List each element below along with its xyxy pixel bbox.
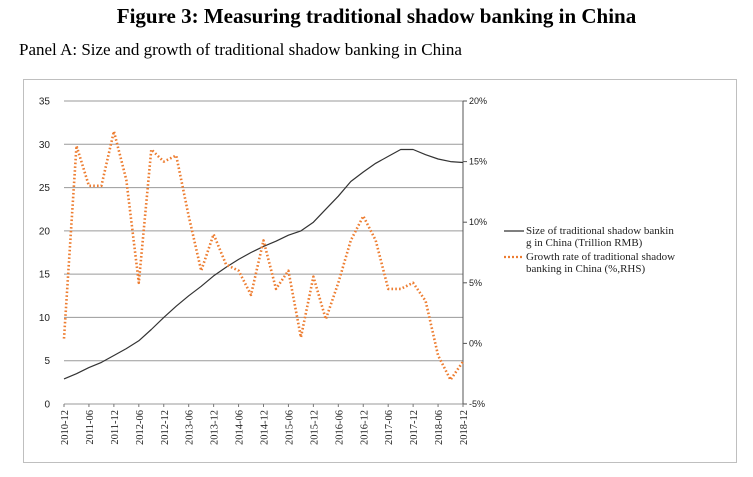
y-left-tick-label: 20: [39, 226, 51, 237]
legend-label-size: Size of traditional shadow bankin: [526, 225, 674, 237]
x-tick-label: 2018-12: [459, 410, 470, 445]
y-left-tick-label: 10: [39, 313, 51, 324]
y-right-tick-label: 15%: [469, 157, 487, 167]
x-tick-label: 2016-12: [359, 410, 370, 445]
legend-label-growth: banking in China (%,RHS): [526, 263, 645, 275]
x-tick-label: 2012-06: [135, 410, 146, 445]
series-lines: [62, 129, 465, 382]
y-left-tick-label: 30: [39, 140, 51, 151]
y-left-tick-label: 5: [44, 356, 50, 367]
y-left-tick-label: 35: [39, 97, 51, 108]
y-left-tick-label: 0: [44, 400, 50, 411]
x-tick-label: 2014-12: [260, 410, 271, 445]
x-tick-label: 2011-06: [85, 410, 96, 445]
x-tick-label: 2013-12: [210, 410, 221, 445]
x-tick-label: 2014-06: [235, 410, 246, 445]
y-right-tick-label: 20%: [469, 96, 487, 106]
panel-title: Panel A: Size and growth of traditional …: [19, 40, 462, 59]
figure-title: Figure 3: Measuring traditional shadow b…: [116, 4, 637, 28]
legend: Size of traditional shadow banking in Ch…: [504, 225, 675, 275]
y-left-tick-label: 15: [39, 270, 51, 281]
y-right-tick-label: 0%: [469, 338, 482, 348]
x-tick-label: 2015-06: [284, 410, 295, 445]
legend-label-size: g in China (Trillion RMB): [526, 237, 643, 249]
y-left-tick-label: 25: [39, 183, 51, 194]
x-tick-label: 2017-06: [384, 410, 395, 445]
x-tick-label: 2016-06: [334, 410, 345, 445]
size-series-line: [63, 148, 464, 380]
y-right-tick-label: 10%: [469, 217, 487, 227]
x-axis: 2010-12 2011-06 2011-12 2012-06 2012-12 2013-…: [60, 404, 470, 445]
left-axis: 0 5 10 15 20 25 30 35: [39, 97, 51, 411]
right-axis: -5% 0% 5% 10% 15% 20%: [462, 96, 487, 409]
grid-lines: [64, 100, 463, 405]
growth-series-line: [62, 129, 465, 382]
x-tick-label: 2015-12: [309, 410, 320, 445]
x-tick-label: 2017-12: [409, 410, 420, 445]
x-tick-label: 2010-12: [60, 410, 71, 445]
x-tick-label: 2011-12: [110, 410, 121, 445]
x-tick-label: 2013-06: [185, 410, 196, 445]
x-tick-label: 2012-12: [160, 410, 171, 445]
legend-label-growth: Growth rate of traditional shadow: [526, 251, 675, 263]
chart-frame: 0 5 10 15 20 25 30 35 -5% 0% 5% 10% 15% 20% 2010-12 2…: [23, 79, 737, 463]
y-right-tick-label: 5%: [469, 278, 482, 288]
x-tick-label: 2018-06: [434, 410, 445, 445]
y-right-tick-label: -5%: [469, 399, 485, 409]
